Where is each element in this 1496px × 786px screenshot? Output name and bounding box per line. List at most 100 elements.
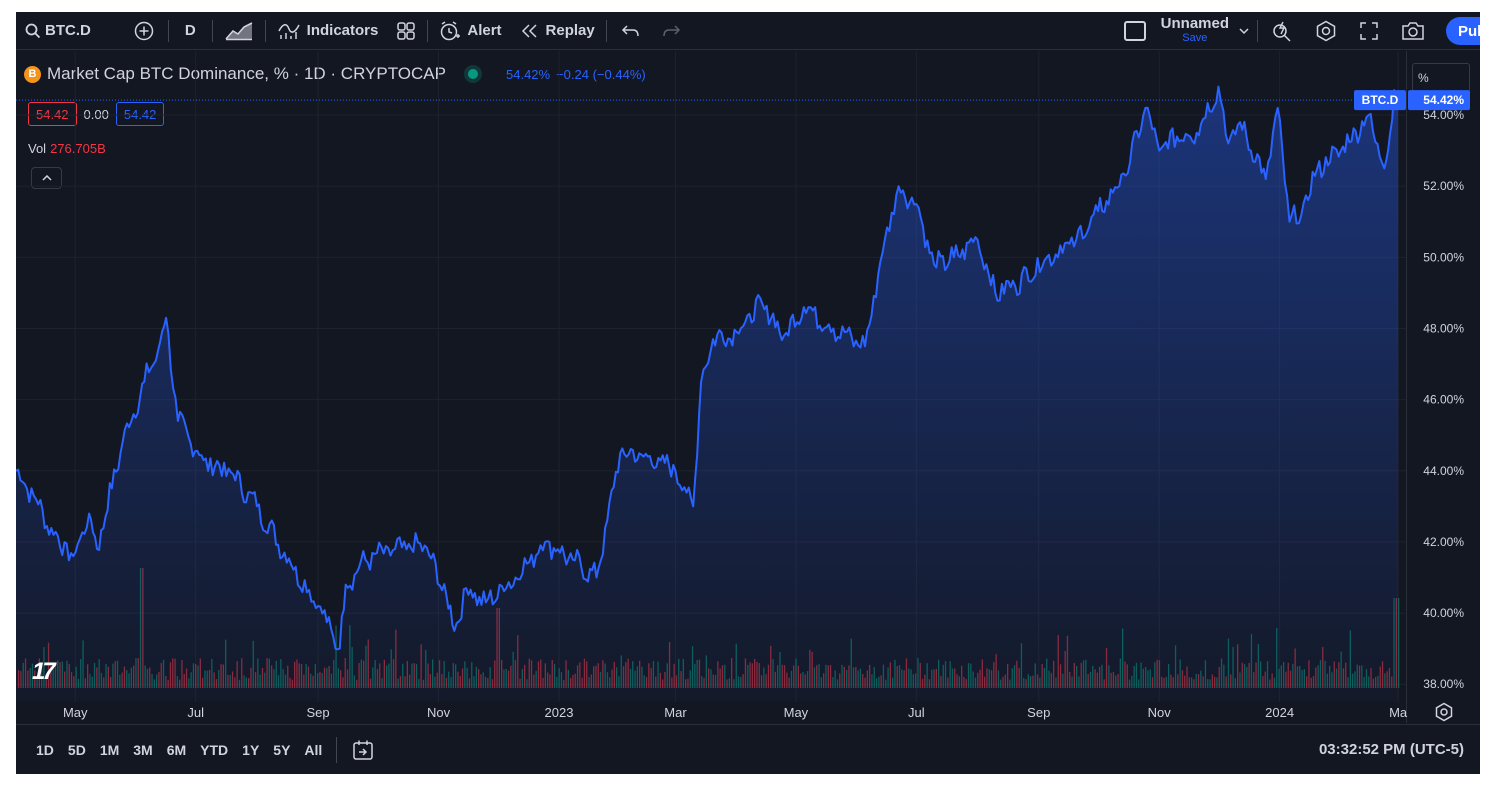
last-price-tag-label: 54.42% xyxy=(1423,93,1464,107)
time-tick-label: Jul xyxy=(187,705,204,720)
time-tick-label: Sep xyxy=(1027,705,1051,720)
price-line xyxy=(16,85,1400,651)
toolbar-divider xyxy=(264,19,266,42)
symbol-label: BTC.D xyxy=(45,22,91,39)
toolbar-divider xyxy=(1257,20,1258,42)
volume-value: 276.705B xyxy=(50,141,106,156)
price-tick-label: 40.00% xyxy=(1423,606,1464,620)
bitcoin-logo-icon: B xyxy=(24,65,41,83)
range-6m-button[interactable]: 6M xyxy=(166,741,187,758)
templates-button[interactable] xyxy=(387,12,425,50)
price-tick-label: 44.00% xyxy=(1423,464,1464,478)
time-tick-label: Jul xyxy=(908,705,925,720)
area-chart-icon xyxy=(225,21,253,40)
alert-label: Alert xyxy=(467,22,502,39)
alarm-clock-icon xyxy=(441,20,461,40)
redo-button[interactable] xyxy=(653,12,689,50)
timezone-clock[interactable]: 03:32:52 PM (UTC-5) xyxy=(1318,741,1464,758)
rewind-icon xyxy=(521,23,537,38)
time-tick-label: Ma xyxy=(1389,705,1408,720)
price-tick-label: 50.00% xyxy=(1423,250,1464,264)
price-tick-label: 46.00% xyxy=(1423,393,1464,407)
axis-settings-icon[interactable] xyxy=(1434,702,1454,722)
save-label: Save xyxy=(1182,32,1208,44)
bottom-toolbar: 1D 5D 1M 3M 6M YTD 1Y 5Y All 03:32:52 PM… xyxy=(16,724,1480,774)
bid-value: 54.42 xyxy=(28,102,77,126)
snapshot-button[interactable] xyxy=(1390,12,1436,50)
range-5y-button[interactable]: 5Y xyxy=(273,741,291,758)
chevron-up-icon xyxy=(41,175,52,181)
layout-button[interactable] xyxy=(1115,12,1155,50)
indicators-button[interactable]: Indicators xyxy=(268,12,388,50)
camera-icon xyxy=(1402,22,1424,40)
settings-button[interactable] xyxy=(1304,12,1348,50)
last-price-tag-bg xyxy=(1408,90,1470,111)
calendar-goto-icon[interactable] xyxy=(351,738,375,762)
layout-square-icon xyxy=(1123,21,1146,41)
compare-symbol-button[interactable] xyxy=(100,12,166,50)
price-tick-label: 42.00% xyxy=(1423,535,1464,549)
toolbar-divider xyxy=(211,19,213,42)
time-tick-label: Mar xyxy=(664,705,687,720)
chart-app: BTC.D D Indicators Alert Replay xyxy=(16,12,1480,774)
price-axis-border xyxy=(1406,51,1407,723)
layout-name-button[interactable]: Unnamed Save xyxy=(1155,12,1255,50)
toolbar-divider xyxy=(336,736,338,763)
volume-legend: Vol 276.705B xyxy=(28,141,106,156)
time-tick-label: Sep xyxy=(306,705,330,720)
collapse-legend-button[interactable] xyxy=(31,167,62,189)
redo-icon xyxy=(663,24,680,36)
interval-button[interactable]: D xyxy=(184,22,196,39)
chevron-down-icon xyxy=(1239,28,1249,35)
undo-button[interactable] xyxy=(609,12,653,50)
time-tick-label: Nov xyxy=(426,705,451,720)
grid-layout-icon xyxy=(397,21,416,40)
time-axis[interactable]: May Jul Sep Nov 2023 Mar May Jul Sep Nov 2024 Ma xyxy=(16,702,1408,724)
range-1y-button[interactable]: 1Y xyxy=(242,741,260,758)
series-title[interactable]: Market Cap BTC Dominance, % · 1D · CRYPT… xyxy=(47,64,446,83)
indicators-label: Indicators xyxy=(306,22,379,39)
range-5d-button[interactable]: 5D xyxy=(67,741,86,758)
quick-search-icon xyxy=(1273,21,1291,42)
range-all-button[interactable]: All xyxy=(304,741,323,758)
toolbar-divider xyxy=(427,19,429,42)
price-change: −0.24 (−0.44%) xyxy=(556,66,646,82)
chart-type-button[interactable] xyxy=(215,12,263,50)
search-icon xyxy=(25,23,41,38)
top-toolbar: BTC.D D Indicators Alert Replay xyxy=(16,12,1480,50)
range-1d-button[interactable]: 1D xyxy=(36,741,54,758)
area-fill xyxy=(16,86,1399,702)
time-tick-label: May xyxy=(62,705,88,720)
spread-value: 0.00 xyxy=(83,106,109,122)
replay-button[interactable]: Replay xyxy=(511,12,604,50)
symbol-search-button[interactable]: BTC.D xyxy=(16,12,100,50)
price-tick-label: 38.00% xyxy=(1423,677,1464,691)
toolbar-right: Unnamed Save Pul xyxy=(1115,12,1480,50)
layout-name-label: Unnamed xyxy=(1160,15,1229,32)
toolbar-divider xyxy=(167,19,169,42)
market-status-dot[interactable] xyxy=(468,69,478,79)
fullscreen-icon xyxy=(1360,22,1378,40)
time-tick-label: Nov xyxy=(1147,705,1171,720)
range-1m-button[interactable]: 1M xyxy=(99,741,120,758)
fullscreen-button[interactable] xyxy=(1348,12,1390,50)
alert-button[interactable]: Alert xyxy=(430,12,510,50)
price-tick-label: 48.00% xyxy=(1423,321,1464,335)
price-tick-label: 54.00% xyxy=(1423,108,1464,122)
layout-name: Unnamed Save xyxy=(1160,15,1229,45)
volume-label: Vol xyxy=(28,141,47,156)
replay-label: Replay xyxy=(545,22,595,39)
time-tick-label: 2023 xyxy=(544,705,574,720)
quick-search-button[interactable] xyxy=(1260,12,1304,50)
publish-button[interactable]: Pul xyxy=(1446,17,1480,45)
range-ytd-button[interactable]: YTD xyxy=(200,741,229,758)
toolbar-divider xyxy=(605,19,607,42)
time-tick-label: 2024 xyxy=(1265,705,1295,720)
time-tick-label: May xyxy=(783,705,809,720)
tradingview-logo[interactable]: 17 xyxy=(32,658,56,685)
price-tick-label: 52.00% xyxy=(1423,179,1464,193)
price-chart[interactable]: 38.00% 40.00% 42.00% 44.00% 46.00% 48.00% 50.0… xyxy=(16,51,1480,702)
last-price-tag: BTC.D 54.42% xyxy=(1354,90,1470,111)
ask-value: 54.42 xyxy=(115,102,165,126)
range-3m-button[interactable]: 3M xyxy=(133,741,153,758)
